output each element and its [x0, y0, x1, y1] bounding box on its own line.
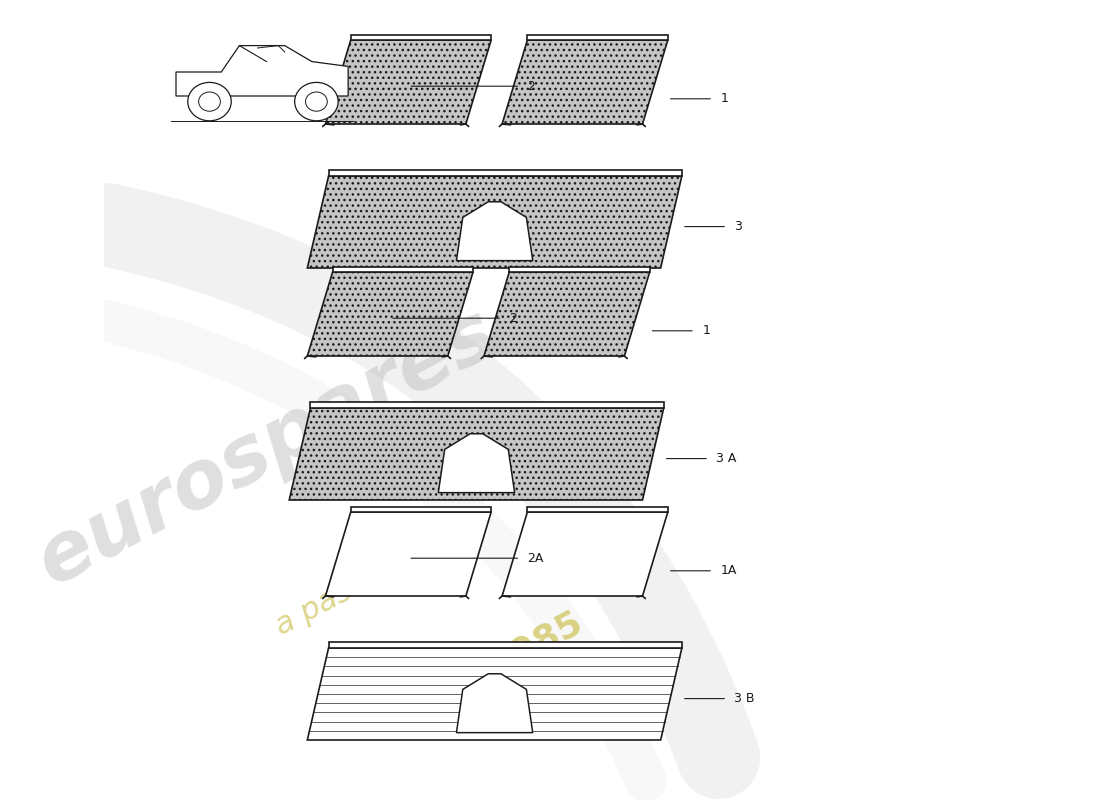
Polygon shape: [484, 272, 650, 356]
Polygon shape: [326, 512, 492, 596]
Polygon shape: [509, 267, 650, 272]
Polygon shape: [310, 402, 663, 408]
Circle shape: [188, 82, 231, 121]
Polygon shape: [502, 512, 668, 596]
Text: eurospares: eurospares: [23, 294, 509, 602]
Circle shape: [295, 82, 338, 121]
Polygon shape: [307, 648, 682, 740]
Polygon shape: [527, 35, 668, 40]
Text: 1: 1: [702, 324, 711, 338]
Text: 2: 2: [528, 80, 536, 93]
Polygon shape: [456, 674, 532, 733]
FancyArrowPatch shape: [107, 321, 646, 782]
Text: a passion for...: a passion for...: [270, 511, 481, 641]
Polygon shape: [307, 176, 682, 268]
FancyArrowPatch shape: [107, 225, 718, 758]
Text: 2: 2: [509, 312, 517, 325]
Text: 3 A: 3 A: [716, 452, 737, 465]
Polygon shape: [289, 408, 663, 500]
Circle shape: [306, 92, 328, 111]
Polygon shape: [438, 434, 515, 493]
Polygon shape: [329, 170, 682, 176]
Circle shape: [199, 92, 220, 111]
Polygon shape: [456, 202, 532, 261]
Polygon shape: [502, 40, 668, 124]
Polygon shape: [329, 642, 682, 648]
Text: 1A: 1A: [720, 564, 737, 578]
Polygon shape: [527, 507, 668, 512]
Text: 2A: 2A: [528, 552, 543, 565]
Polygon shape: [332, 267, 473, 272]
Polygon shape: [176, 46, 348, 96]
Text: 1: 1: [720, 92, 728, 106]
Polygon shape: [326, 40, 492, 124]
Text: 3: 3: [735, 220, 743, 233]
Polygon shape: [351, 507, 492, 512]
Text: 3 B: 3 B: [735, 692, 755, 705]
Text: since 1985: since 1985: [379, 606, 588, 738]
Polygon shape: [351, 35, 492, 40]
Polygon shape: [307, 272, 473, 356]
